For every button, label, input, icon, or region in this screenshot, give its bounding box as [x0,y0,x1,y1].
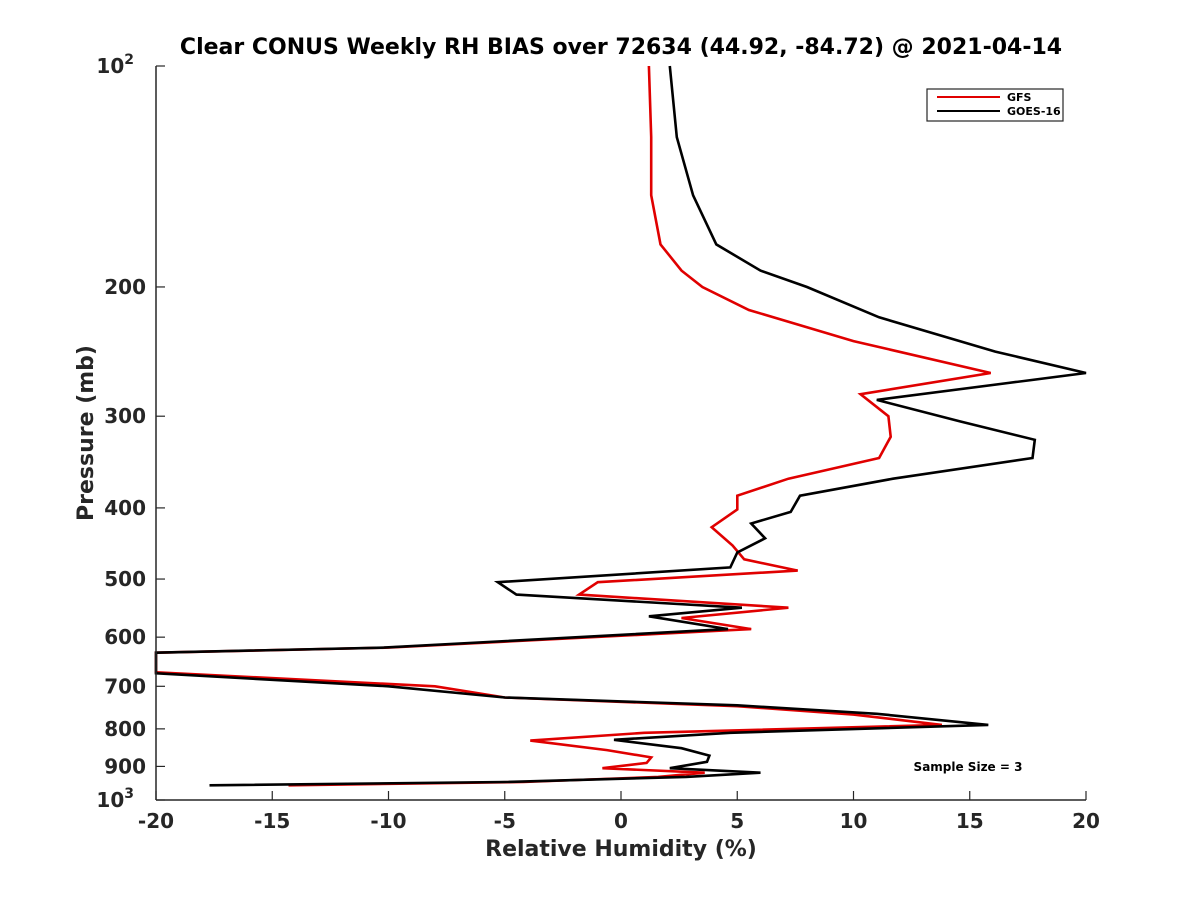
y-tick-label: 500 [104,567,146,591]
y-tick-label: 900 [104,754,146,778]
x-tick-label: -5 [494,809,516,833]
x-tick-label: 10 [840,809,868,833]
x-tick-label: -20 [138,809,174,833]
x-axis-ticks: -20 -15 -10 -5 0 5 10 15 20 [138,791,1100,833]
y-tick-label: 600 [104,625,146,649]
x-tick-label: 5 [730,809,744,833]
legend-label-goes16: GOES-16 [1007,105,1061,118]
series-line-goes16 [154,65,1087,787]
x-tick-label: 20 [1072,809,1100,833]
y-tick-label: 300 [104,404,146,428]
y-tick-label: 200 [104,275,146,299]
x-tick-label: -10 [370,809,406,833]
x-tick-label: 15 [956,809,984,833]
x-tick-label: -15 [254,809,290,833]
y-tick-label: 400 [104,496,146,520]
sample-size-annotation: Sample Size = 3 [914,760,1023,774]
chart-title: Clear CONUS Weekly RH BIAS over 72634 (4… [180,35,1062,60]
x-tick-label: 0 [614,809,628,833]
plot-area [156,66,1086,800]
y-tick-label: 800 [104,717,146,741]
legend-label-gfs: GFS [1007,91,1032,104]
series-line-gfs [154,65,991,787]
x-axis-title: Relative Humidity (%) [485,837,757,862]
y-axis-title: Pressure (mb) [74,345,99,521]
series-lines [154,65,1087,787]
legend: GFS GOES-16 [926,88,1064,122]
y-tick-label: 700 [104,674,146,698]
legend-box [926,88,1064,122]
